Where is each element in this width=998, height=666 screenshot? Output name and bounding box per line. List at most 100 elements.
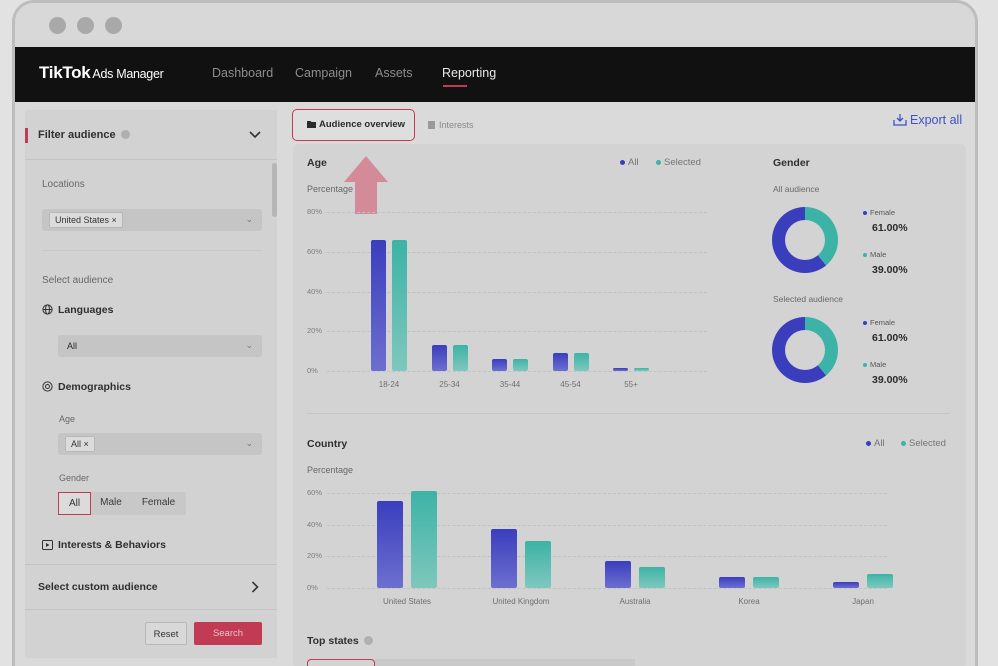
legend-dot-selected xyxy=(901,440,906,446)
y-tick-label: 0% xyxy=(307,583,318,592)
bar-selected-united-kingdom[interactable] xyxy=(525,540,551,588)
bar-selected-united-states[interactable] xyxy=(411,491,437,588)
remove-icon[interactable]: × xyxy=(83,439,89,449)
bar-all-55-[interactable] xyxy=(613,368,628,371)
bar-selected-55-[interactable] xyxy=(634,368,649,371)
country-chart-title: Country xyxy=(307,438,348,450)
target-icon xyxy=(42,381,53,392)
bar-all-united-states[interactable] xyxy=(377,500,403,588)
bar-selected-25-34[interactable] xyxy=(452,345,468,371)
bar-all-25-34[interactable] xyxy=(431,345,447,371)
x-tick-label: 18-24 xyxy=(378,380,400,389)
window-close-dot[interactable] xyxy=(49,17,66,34)
tiktok-logo[interactable]: TikTok Ads Manager xyxy=(39,63,164,83)
sidebar-divider xyxy=(25,609,277,610)
logo-text: TikTok xyxy=(39,63,91,82)
top-states-title: Top states xyxy=(307,635,373,647)
legend-dot-all xyxy=(620,159,625,165)
filter-audience-title[interactable]: Filter audience xyxy=(38,129,130,141)
x-tick-label: Korea xyxy=(738,597,760,606)
all-audience-label: All audience xyxy=(773,184,820,194)
locations-label: Locations xyxy=(42,179,85,190)
window-zoom-dot[interactable] xyxy=(105,17,122,34)
bar-selected-australia[interactable] xyxy=(639,567,665,588)
bar-all-korea[interactable] xyxy=(719,576,745,588)
chevron-right-icon[interactable] xyxy=(251,581,259,593)
x-tick-label: 55+ xyxy=(624,380,638,389)
age-legend-all: All xyxy=(620,157,639,168)
bar-all-japan[interactable] xyxy=(833,581,859,588)
bar-all-45-54[interactable] xyxy=(552,353,568,371)
export-all-button[interactable]: Export all xyxy=(893,113,962,127)
bar-all-united-kingdom[interactable] xyxy=(491,529,517,588)
y-tick-label: 20% xyxy=(307,326,323,336)
sidebar-divider xyxy=(25,564,277,565)
languages-select[interactable]: All ⌄ xyxy=(58,335,262,357)
age-label: Age xyxy=(59,414,76,424)
chevron-up-icon[interactable] xyxy=(249,131,261,139)
nav-dashboard[interactable]: Dashboard xyxy=(212,66,274,80)
country-y-axis-label: Percentage xyxy=(307,465,354,475)
location-chip[interactable]: United States × xyxy=(49,212,123,228)
bar-selected-japan[interactable] xyxy=(867,573,893,588)
window-minimize-dot[interactable] xyxy=(77,17,94,34)
gender-option-male[interactable]: Male xyxy=(91,492,131,515)
selected-audience-label: Selected audience xyxy=(773,294,843,304)
reset-button[interactable]: Reset xyxy=(145,622,187,645)
y-tick-label: 20% xyxy=(307,551,323,561)
top-navigation-bar: TikTok Ads Manager Dashboard Campaign Ass… xyxy=(15,47,975,102)
nav-reporting[interactable]: Reporting xyxy=(442,66,497,80)
gender-option-all[interactable]: All xyxy=(58,492,91,515)
x-tick-label: Australia xyxy=(619,597,651,606)
age-chip[interactable]: All × xyxy=(65,436,95,452)
bar-all-australia[interactable] xyxy=(605,561,631,588)
section-divider xyxy=(307,413,950,414)
y-tick-label: 40% xyxy=(307,519,323,529)
bar-selected-18-24[interactable] xyxy=(392,239,407,371)
select-audience-label: Select audience xyxy=(42,275,114,286)
age-select[interactable]: All × ⌄ xyxy=(58,433,262,455)
x-tick-label: 25-34 xyxy=(439,380,460,389)
locations-select[interactable]: United States × ⌄ xyxy=(42,209,262,231)
custom-audience-label[interactable]: Select custom audience xyxy=(38,581,158,593)
age-legend-selected: Selected xyxy=(656,157,701,168)
x-tick-label: United Kingdom xyxy=(492,597,550,606)
x-tick-label: United States xyxy=(382,597,432,606)
age-y-axis-label: Percentage xyxy=(307,184,354,194)
tab-interests[interactable]: Interests xyxy=(428,120,474,130)
languages-label: Languages xyxy=(58,304,114,316)
legend-female-selected: Female xyxy=(863,318,895,327)
y-tick-label: 60% xyxy=(307,246,323,256)
gridline xyxy=(327,212,707,213)
country-legend-selected: Selected xyxy=(901,438,946,449)
top-states-tab[interactable] xyxy=(307,659,375,666)
y-tick-label: 40% xyxy=(307,286,323,296)
folder-icon xyxy=(307,121,316,128)
bar-selected-korea[interactable] xyxy=(753,576,779,588)
tab-audience-overview[interactable]: Audience overview xyxy=(292,109,415,141)
gridline xyxy=(327,524,887,526)
search-button[interactable]: Search xyxy=(194,622,262,645)
male-all-value: 39.00% xyxy=(872,264,908,276)
bar-selected-45-54[interactable] xyxy=(573,353,589,371)
globe-icon xyxy=(42,304,53,315)
bar-selected-35-44[interactable] xyxy=(513,359,528,371)
y-tick-label: 60% xyxy=(307,488,323,497)
male-selected-value: 39.00% xyxy=(872,374,908,386)
nav-campaign[interactable]: Campaign xyxy=(295,66,352,80)
interests-behaviors-label[interactable]: Interests & Behaviors xyxy=(58,539,166,551)
gridline xyxy=(327,493,887,494)
nav-assets[interactable]: Assets xyxy=(375,66,413,80)
bar-all-18-24[interactable] xyxy=(371,239,386,371)
bookmark-icon xyxy=(428,121,435,129)
remove-icon[interactable]: × xyxy=(111,215,117,225)
gender-option-female[interactable]: Female xyxy=(131,492,186,515)
sidebar-scrollbar[interactable] xyxy=(272,163,277,217)
gender-donut-selected xyxy=(772,317,838,383)
x-tick-label: Japan xyxy=(852,597,874,606)
languages-value: All xyxy=(67,341,78,351)
section-divider xyxy=(42,250,262,251)
x-tick-label: 45-54 xyxy=(560,380,581,389)
bar-all-35-44[interactable] xyxy=(492,359,507,371)
gridline xyxy=(327,251,707,253)
